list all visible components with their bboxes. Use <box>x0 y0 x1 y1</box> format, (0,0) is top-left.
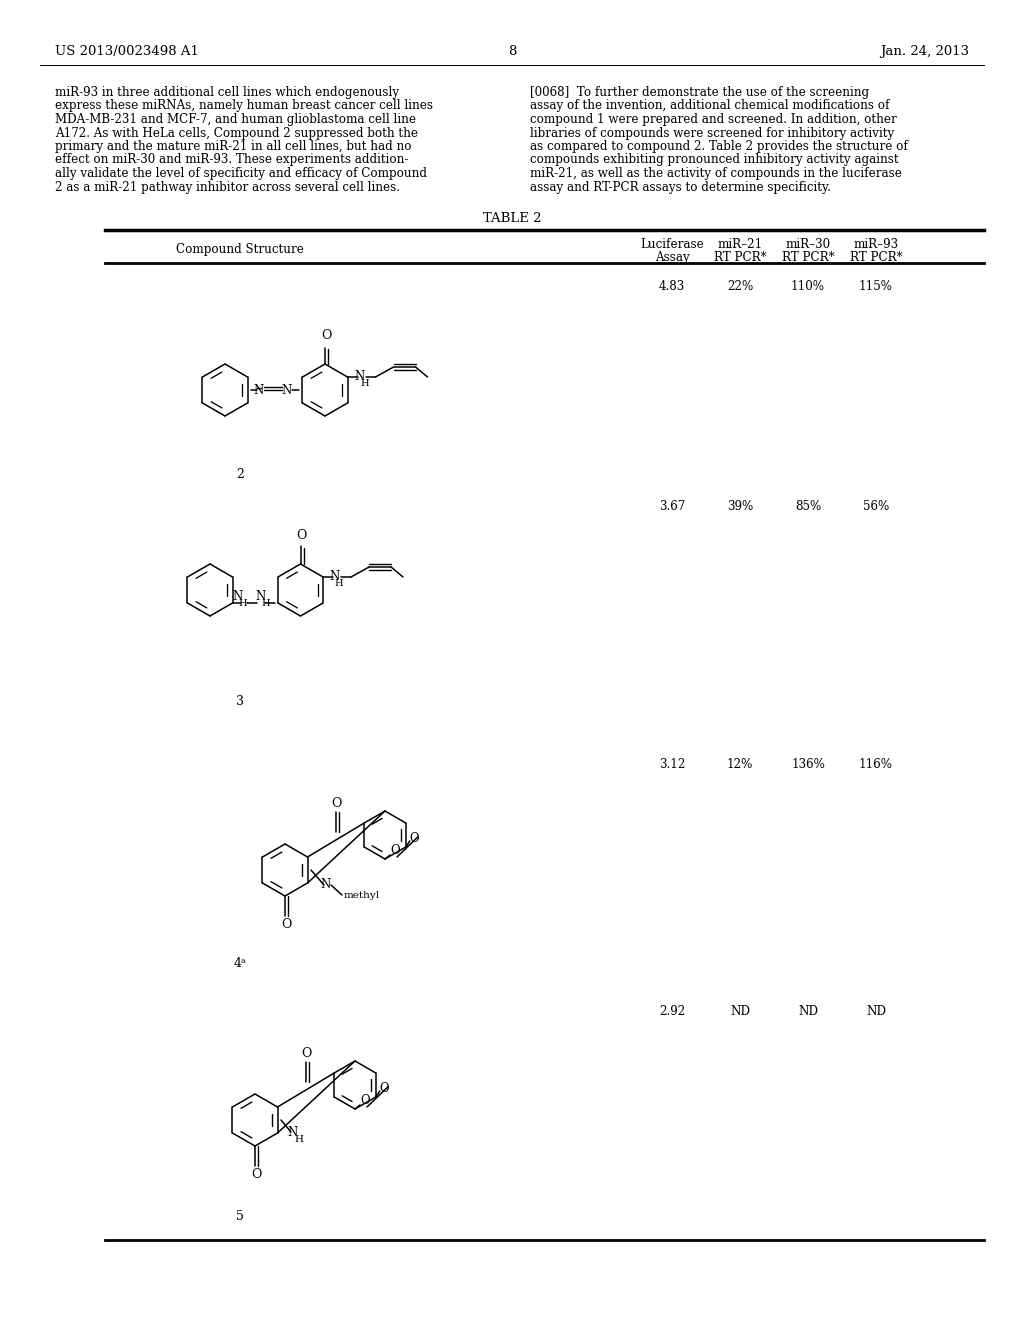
Text: 3.67: 3.67 <box>658 500 685 513</box>
Text: N: N <box>288 1126 298 1138</box>
Text: O: O <box>409 833 419 846</box>
Text: 12%: 12% <box>727 758 754 771</box>
Text: O: O <box>360 1094 370 1107</box>
Text: compound 1 were prepared and screened. In addition, other: compound 1 were prepared and screened. I… <box>530 114 897 125</box>
Text: miR-21, as well as the activity of compounds in the luciferase: miR-21, as well as the activity of compo… <box>530 168 902 180</box>
Text: Compound Structure: Compound Structure <box>176 243 304 256</box>
Text: 5: 5 <box>237 1210 244 1224</box>
Text: compounds exhibiting pronounced inhibitory activity against: compounds exhibiting pronounced inhibito… <box>530 153 899 166</box>
Text: 4ᵃ: 4ᵃ <box>233 957 247 970</box>
Text: 3.12: 3.12 <box>658 758 685 771</box>
Text: RT PCR*: RT PCR* <box>781 251 835 264</box>
Text: as compared to compound 2. Table 2 provides the structure of: as compared to compound 2. Table 2 provi… <box>530 140 908 153</box>
Text: O: O <box>281 917 291 931</box>
Text: N: N <box>354 371 365 384</box>
Text: miR–21: miR–21 <box>718 238 763 251</box>
Text: 85%: 85% <box>795 500 821 513</box>
Text: assay of the invention, additional chemical modifications of: assay of the invention, additional chemi… <box>530 99 890 112</box>
Text: 39%: 39% <box>727 500 753 513</box>
Text: N: N <box>254 384 264 396</box>
Text: express these miRNAs, namely human breast cancer cell lines: express these miRNAs, namely human breas… <box>55 99 433 112</box>
Text: H: H <box>335 578 343 587</box>
Text: 2.92: 2.92 <box>658 1005 685 1018</box>
Text: A172. As with HeLa cells, Compound 2 suppressed both the: A172. As with HeLa cells, Compound 2 sup… <box>55 127 418 140</box>
Text: O: O <box>390 845 399 858</box>
Text: primary and the mature miR-21 in all cell lines, but had no: primary and the mature miR-21 in all cel… <box>55 140 412 153</box>
Text: ND: ND <box>730 1005 750 1018</box>
Text: N: N <box>282 384 292 396</box>
Text: 2: 2 <box>237 469 244 480</box>
Text: O: O <box>321 329 331 342</box>
Text: O: O <box>251 1168 261 1181</box>
Text: N: N <box>329 570 339 583</box>
Text: libraries of compounds were screened for inhibitory activity: libraries of compounds were screened for… <box>530 127 894 140</box>
Text: H: H <box>295 1135 303 1144</box>
Text: O: O <box>379 1082 388 1096</box>
Text: H: H <box>239 598 247 607</box>
Text: 3: 3 <box>236 696 244 708</box>
Text: TABLE 2: TABLE 2 <box>482 213 542 224</box>
Text: miR-93 in three additional cell lines which endogenously: miR-93 in three additional cell lines wh… <box>55 86 399 99</box>
Text: N: N <box>255 590 265 602</box>
Text: methyl: methyl <box>344 891 380 899</box>
Text: 116%: 116% <box>859 758 893 771</box>
Text: 115%: 115% <box>859 280 893 293</box>
Text: RT PCR*: RT PCR* <box>850 251 902 264</box>
Text: N: N <box>321 879 331 891</box>
Text: effect on miR-30 and miR-93. These experiments addition-: effect on miR-30 and miR-93. These exper… <box>55 153 409 166</box>
Text: miR–93: miR–93 <box>853 238 899 251</box>
Text: O: O <box>302 1047 312 1060</box>
Text: [0068]  To further demonstrate the use of the screening: [0068] To further demonstrate the use of… <box>530 86 869 99</box>
Text: 2 as a miR-21 pathway inhibitor across several cell lines.: 2 as a miR-21 pathway inhibitor across s… <box>55 181 400 194</box>
Text: 4.83: 4.83 <box>658 280 685 293</box>
Text: MDA-MB-231 and MCF-7, and human glioblastoma cell line: MDA-MB-231 and MCF-7, and human glioblas… <box>55 114 416 125</box>
Text: Luciferase: Luciferase <box>640 238 703 251</box>
Text: ND: ND <box>798 1005 818 1018</box>
Text: ally validate the level of specificity and efficacy of Compound: ally validate the level of specificity a… <box>55 168 427 180</box>
Text: assay and RT-PCR assays to determine specificity.: assay and RT-PCR assays to determine spe… <box>530 181 830 194</box>
Text: N: N <box>232 590 243 602</box>
Text: O: O <box>296 529 307 543</box>
Text: 22%: 22% <box>727 280 753 293</box>
Text: miR–30: miR–30 <box>785 238 830 251</box>
Text: 110%: 110% <box>791 280 825 293</box>
Text: ND: ND <box>866 1005 886 1018</box>
Text: 56%: 56% <box>863 500 889 513</box>
Text: Assay: Assay <box>654 251 689 264</box>
Text: US 2013/0023498 A1: US 2013/0023498 A1 <box>55 45 199 58</box>
Text: H: H <box>360 379 369 388</box>
Text: Jan. 24, 2013: Jan. 24, 2013 <box>880 45 969 58</box>
Text: 8: 8 <box>508 45 516 58</box>
Text: O: O <box>332 797 342 810</box>
Text: RT PCR*: RT PCR* <box>714 251 766 264</box>
Text: H: H <box>261 598 270 607</box>
Text: 136%: 136% <box>792 758 825 771</box>
